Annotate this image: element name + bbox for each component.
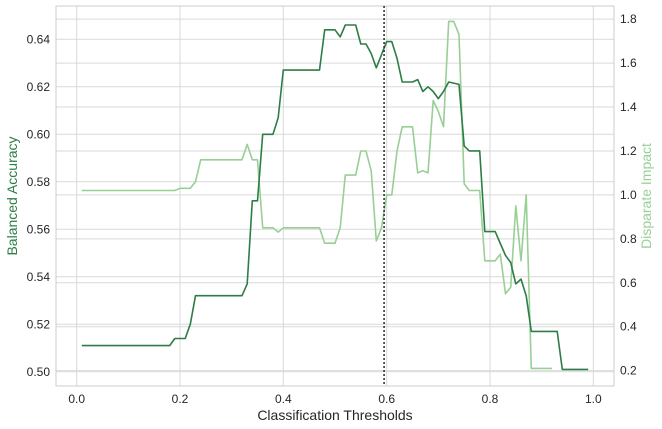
- y2-tick-label: 1.6: [620, 56, 637, 70]
- right-y-axis-label: Disparate Impact: [638, 143, 654, 249]
- y2-tick-label: 0.2: [620, 364, 637, 378]
- plot-area: [56, 6, 614, 386]
- x-tick-labels: 0.0 0.2 0.4 0.6 0.8 1.0: [68, 392, 602, 406]
- y2-tick-label: 1.4: [620, 100, 637, 114]
- y-tick-label: 0.58: [27, 175, 51, 189]
- y-tick-label: 0.54: [27, 270, 51, 284]
- right-y-tick-labels: 0.2 0.4 0.6 0.8 1.0 1.2 1.4 1.6 1.8: [620, 12, 637, 377]
- y2-tick-label: 0.8: [620, 232, 637, 246]
- balanced-accuracy-line: [81, 24, 589, 371]
- y-tick-label: 0.50: [27, 365, 51, 379]
- y-tick-label: 0.64: [27, 32, 51, 46]
- right-y-gridlines: [56, 18, 614, 372]
- y2-tick-label: 1.2: [620, 144, 637, 158]
- x-tick-label: 1.0: [585, 392, 602, 406]
- y-tick-label: 0.52: [27, 317, 51, 331]
- x-tick-label: 0.2: [172, 392, 189, 406]
- y2-tick-label: 1.8: [620, 12, 637, 26]
- x-tick-label: 0.6: [378, 392, 395, 406]
- x-axis-label: Classification Thresholds: [257, 407, 412, 423]
- left-y-tick-labels: 0.50 0.52 0.54 0.56 0.58 0.60 0.62 0.64: [27, 32, 51, 379]
- left-y-axis-label: Balanced Accuracy: [4, 136, 20, 255]
- x-tick-label: 0.0: [68, 392, 85, 406]
- y-tick-label: 0.56: [27, 222, 51, 236]
- y-tick-label: 0.62: [27, 80, 51, 94]
- left-y-gridlines: [56, 38, 614, 373]
- x-tick-label: 0.8: [482, 392, 499, 406]
- y-tick-label: 0.60: [27, 127, 51, 141]
- x-tick-label: 0.4: [275, 392, 292, 406]
- y2-tick-label: 0.6: [620, 276, 637, 290]
- y2-tick-label: 0.4: [620, 320, 637, 334]
- y2-tick-label: 1.0: [620, 188, 637, 202]
- plot-frame: [55, 5, 615, 387]
